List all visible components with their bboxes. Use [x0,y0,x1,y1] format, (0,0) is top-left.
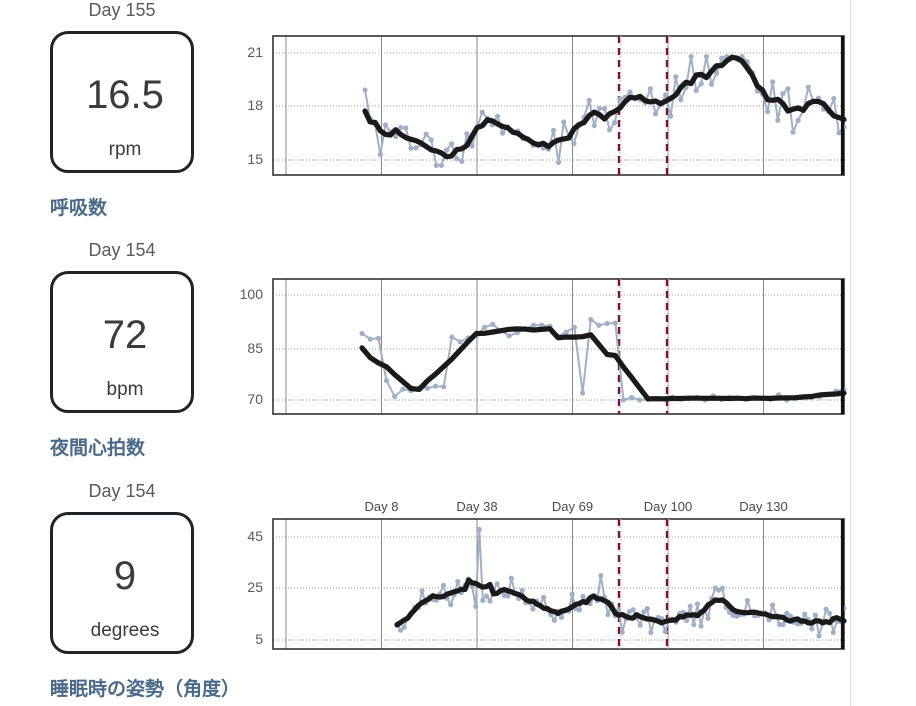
svg-text:5: 5 [255,631,263,647]
svg-text:Day 69: Day 69 [552,499,593,514]
svg-text:70: 70 [247,391,263,407]
svg-text:Day 38: Day 38 [456,499,497,514]
svg-text:Day 130: Day 130 [739,499,787,514]
svg-text:18: 18 [247,97,263,113]
svg-text:25: 25 [247,579,263,595]
svg-text:Day 8: Day 8 [365,499,399,514]
svg-text:85: 85 [247,340,263,356]
svg-text:21: 21 [247,44,263,60]
svg-text:100: 100 [240,286,264,302]
svg-text:45: 45 [247,528,263,544]
svg-text:15: 15 [247,151,263,167]
svg-text:Day 100: Day 100 [644,499,692,514]
